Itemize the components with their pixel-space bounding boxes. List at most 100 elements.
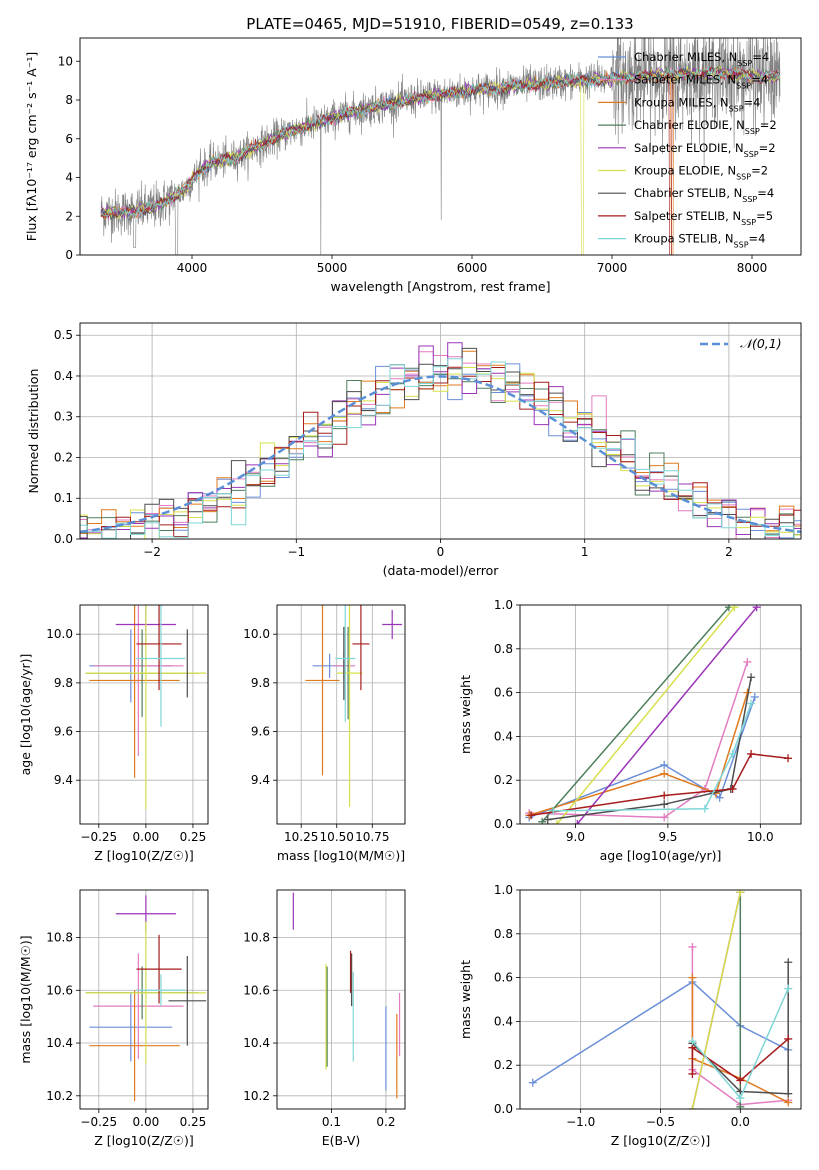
weight-line-salpeter-miles [529,661,749,819]
y-tick-label: 9.8 [54,676,73,690]
errorbar-salpeter-elodie [382,609,403,640]
axes-frame [79,604,209,825]
y-tick-label: 10 [58,54,73,68]
plot-area [85,895,207,1102]
y-tick-label: 8 [65,93,73,107]
x-tick-label: 8000 [737,261,768,275]
errorbar-kroupa-elodie [85,605,207,810]
y-tick-label: 10.8 [243,930,270,944]
y-tick-label: 0.4 [494,1014,513,1028]
x-tick-label: 7000 [597,261,628,275]
y-tick-label: 0 [65,248,73,262]
figure-title: PLATE=0465, MJD=51910, FIBERID=0549, z=0… [246,15,633,33]
legend-label: Salpeter ELODIE, NSSP=2 [634,141,776,159]
y-tick-label: 0.4 [494,729,513,743]
normal-curve [80,375,801,534]
weight-marker [747,699,756,708]
x-tick-label: 0.0 [731,1115,750,1129]
x-tick-label: 4000 [177,261,208,275]
weight-marker [736,890,745,897]
x-axis-label: E(B-V) [322,1133,361,1148]
weight-marker [715,793,724,802]
y-tick-label: 10.2 [46,1089,73,1103]
x-tick-label: −1 [287,545,305,559]
weight-line-salpeter-elodie [576,606,758,824]
weight-marker [660,800,669,809]
y-tick-label: 0.3 [54,410,73,424]
x-axis-label: age [log10(age/yr)] [600,848,722,863]
axes-frame [79,322,802,540]
y-tick-label: 0.8 [494,927,513,941]
panel-age-vs-Z: −0.25 0.00 0.25 9.4 9.6 9.8 10.0 Z [log10(Z/Z☉)… [18,604,209,863]
legend-label: Chabrier ELODIE, NSSP=2 [634,118,777,136]
legend-label: Kroupa ELODIE, NSSP=2 [634,164,768,182]
weight-marker [784,1089,793,1098]
y-axis-label: age [log10(age/yr)] [18,654,33,776]
y-tick-label: 0.5 [54,328,73,342]
errorbar-salpeter-stelib [352,605,370,691]
weight-line-chabrier-miles [528,696,756,819]
plot-area [292,892,401,1099]
panel-spectrum: 4000 5000 6000 7000 8000 0 2 4 6 8 10 wavelength [A… [24,37,802,294]
panel-weight-vs-Z: −1.0 −0.5 0.0 0.0 0.2 0.4 0.6 0.8 1.0 Z [log10(Z/… [458,883,802,1148]
weight-line-chabrier-stelib [691,962,789,1095]
weight-marker [736,1076,745,1085]
x-tick-label: 10.25 [284,830,318,844]
errorbar-kroupa-elodie [336,605,363,807]
weight-marker [660,760,669,769]
weight-marker [660,813,669,822]
y-tick-label: 0.0 [494,817,513,831]
spectrum-data-line [100,38,781,255]
legend-label: Kroupa STELIB, NSSP=4 [634,232,765,250]
x-tick-label: 6000 [457,261,488,275]
y-tick-label: 9.6 [54,725,73,739]
y-tick-label: 1.0 [494,883,513,897]
spectrum-model-kroupa-stelib [100,66,781,218]
panel-age-vs-mass: 10.25 10.50 10.75 9.4 9.6 9.8 10.0 mass [log10(… [243,604,406,863]
y-axis-label: mass weight [458,675,473,754]
weight-marker [543,815,552,824]
panel-mass-vs-Z: −0.25 0.00 0.25 10.2 10.4 10.6 10.8 Z [log10(Z/… [18,889,209,1148]
panel-residuals: −2 −1 0 1 2 0.0 0.1 0.2 0.3 0.4 0.5 (data-model)/er… [26,322,802,578]
errorbar-salpeter-stelib [136,934,182,1004]
y-tick-label: 0.0 [54,532,73,546]
histogram-kroupa-miles [80,350,801,534]
y-axis-label: Flux [fλ10⁻¹⁷ erg cm⁻² s⁻¹ A⁻¹] [24,52,39,241]
weight-marker [538,817,547,824]
weight-marker [784,1034,793,1043]
weight-marker [688,973,697,982]
errorbar-kroupa-stelib [136,974,186,1007]
weight-marker [784,1098,793,1107]
weight-marker [752,605,761,612]
x-tick-label: −0.25 [80,830,117,844]
y-tick-label: 0.1 [54,491,73,505]
errorbar-kroupa-miles [89,990,180,1102]
weight-marker [728,749,737,758]
errorbar-salpeter-stelib [136,605,182,691]
y-tick-label: 0.0 [494,1102,513,1116]
errorbar-salpeter-miles [93,605,184,756]
histogram-kroupa-stelib [80,358,801,539]
histogram-chabrier-stelib [80,347,801,539]
weight-marker [747,749,756,758]
y-tick-label: 2 [65,209,73,223]
x-tick-label: 10.0 [747,830,774,844]
x-tick-label: 5000 [317,261,348,275]
x-tick-label: 10.50 [320,830,354,844]
y-tick-label: 9.4 [251,773,270,787]
y-axis-label: Normed distribution [26,369,41,494]
y-tick-label: 10.0 [243,627,270,641]
weight-marker [730,605,739,612]
weight-marker [728,784,737,793]
plot-area [305,605,403,807]
plot-area [528,890,793,1109]
weight-marker [688,1037,697,1046]
errorbar-salpeter-miles [93,953,184,1059]
weight-marker [736,1102,745,1109]
errorbar-chabrier-stelib [168,955,207,1046]
x-tick-label: −1.0 [566,1115,595,1129]
spectrum-model-chabrier-stelib [100,65,780,220]
x-tick-label: 2 [725,545,733,559]
y-axis-label: mass weight [458,960,473,1039]
x-tick-label: 0 [437,545,445,559]
